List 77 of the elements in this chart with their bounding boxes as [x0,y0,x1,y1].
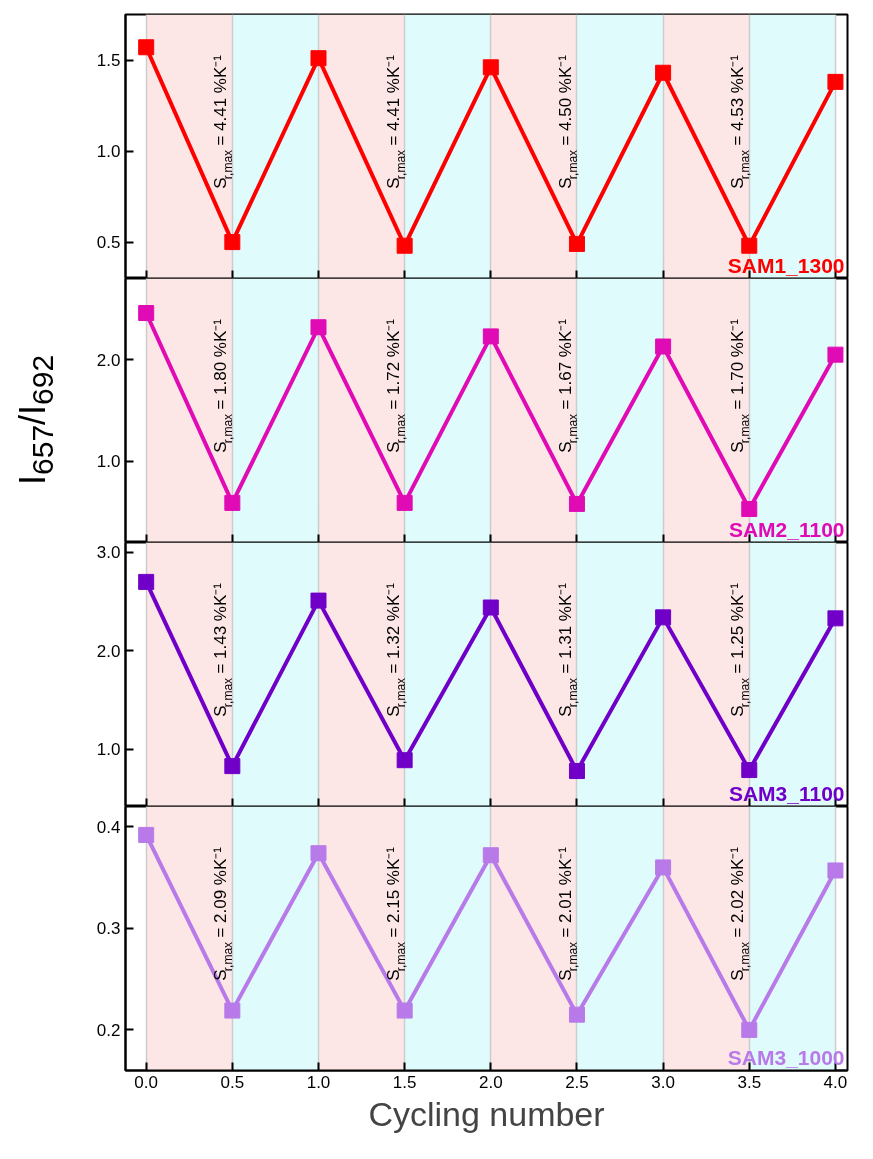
point [655,338,672,355]
point [224,1002,241,1019]
series-label: SAM2_1100 [728,517,845,541]
point [224,494,241,511]
point [224,234,241,251]
series-label: SAM1_1300 [727,253,845,277]
point [138,826,155,843]
point [827,610,844,627]
y-tick-label: 0.4 [96,817,121,837]
point [827,346,844,363]
series-label: SAM3_1000 [727,1045,845,1069]
x-tick-label: 4.0 [823,1072,848,1092]
point [568,235,585,252]
point [224,758,241,775]
point [396,752,413,769]
annotation: Sr,max = 1.32 %K⁻¹ [383,582,408,717]
point [741,762,758,779]
point [138,305,155,322]
x-tick-label: 1.5 [392,1072,417,1092]
y-tick-label: 2.0 [96,350,121,370]
annotation: Sr,max = 1.72 %K⁻¹ [383,318,408,453]
x-tick-label: 0.5 [220,1072,245,1092]
point [310,319,327,336]
x-tick-label: 1.0 [306,1072,331,1092]
point [396,1002,413,1019]
point [310,845,327,862]
point [655,859,672,876]
annotation: Sr,max = 1.43 %K⁻¹ [211,582,236,717]
point [741,1021,758,1038]
annotation: Sr,max = 1.70 %K⁻¹ [728,318,753,453]
point [568,763,585,780]
point [396,494,413,511]
y-tick-label: 2.0 [96,641,121,661]
point [482,847,499,864]
y-tick-label: 1.0 [96,142,121,162]
point [138,573,155,590]
point [568,1006,585,1023]
point [482,599,499,616]
point [310,50,327,67]
annotation: Sr,max = 4.50 %K⁻¹ [555,54,580,189]
annotation: Sr,max = 2.02 %K⁻¹ [728,846,753,981]
point [827,73,844,90]
point [568,495,585,512]
point [310,592,327,609]
y-tick-label: 1.0 [96,740,121,760]
annotation: Sr,max = 1.25 %K⁻¹ [728,582,753,717]
point [482,328,499,345]
annotation: Sr,max = 1.67 %K⁻¹ [555,318,580,453]
annotation: Sr,max = 2.15 %K⁻¹ [383,846,408,981]
annotation: Sr,max = 1.80 %K⁻¹ [211,318,236,453]
x-tick-label: 2.0 [478,1072,503,1092]
point [138,39,155,56]
y-tick-label: 1.5 [96,51,121,71]
x-tick-label: 2.5 [565,1072,589,1092]
y-tick-label: 3.0 [96,543,121,563]
series-label: SAM3_1100 [728,781,845,805]
x-tick-label: 3.5 [737,1072,762,1092]
annotation: Sr,max = 4.41 %K⁻¹ [211,54,236,189]
point [827,862,844,879]
point [741,500,758,517]
annotation: Sr,max = 4.41 %K⁻¹ [383,54,408,189]
y-tick-label: 0.5 [96,233,121,253]
point [482,59,499,76]
annotation: Sr,max = 2.09 %K⁻¹ [211,846,236,981]
point [741,237,758,254]
annotation: Sr,max = 4.53 %K⁻¹ [728,54,753,189]
x-axis-title: Cycling number [368,1094,605,1133]
x-tick-label: 3.0 [651,1072,675,1092]
point [655,64,672,81]
annotation: Sr,max = 1.31 %K⁻¹ [555,582,580,717]
y-tick-label: 0.3 [96,919,121,939]
annotation: Sr,max = 2.01 %K⁻¹ [555,846,580,981]
x-tick-label: 0.0 [134,1072,158,1092]
y-tick-label: 1.0 [96,452,121,472]
point [396,237,413,254]
y-tick-label: 0.2 [96,1020,121,1040]
point [655,609,672,626]
